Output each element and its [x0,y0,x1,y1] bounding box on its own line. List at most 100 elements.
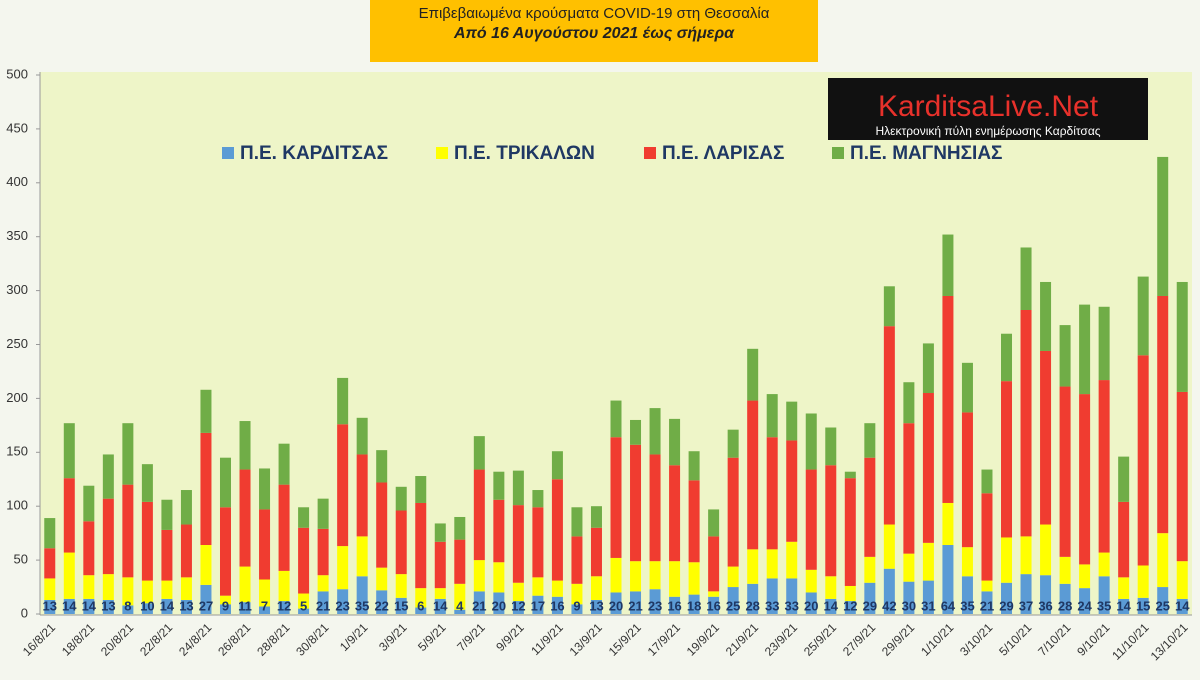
title-box [370,0,818,62]
bar-segment [786,541,798,579]
bar-segment [1001,333,1013,382]
data-label: 17 [531,598,545,613]
bar-segment [63,598,75,614]
bar-segment [571,536,583,584]
bar-segment [219,507,231,596]
bar-segment [610,592,622,614]
bar-segment [1001,381,1013,538]
bar-segment [356,454,368,537]
bar-segment [454,583,466,610]
bar-segment [434,523,446,542]
data-label: 35 [1097,598,1111,613]
bar-segment [551,451,563,480]
bar-segment [259,606,271,614]
bar-segment [669,418,681,466]
bar-segment [1176,598,1188,614]
bar-segment [395,574,407,598]
bar-segment [708,591,720,597]
bar-segment [239,469,251,567]
bar-segment [298,527,310,594]
legend-label: Π.Ε. ΤΡΙΚΑΛΩΝ [454,143,595,164]
data-label: 21 [628,598,642,613]
bar-segment [63,478,75,553]
data-label: 16 [550,598,564,613]
bar-segment [395,597,407,614]
bar-segment [161,499,173,530]
bar-segment [669,561,681,597]
bar-segment [708,596,720,614]
legend-swatch [436,147,448,159]
bar-segment [1118,577,1130,599]
data-label: 7 [261,598,268,613]
bar-segment [493,471,505,500]
bar-segment [903,581,915,614]
bar-segment [356,417,368,455]
y-tick-label: 0 [21,605,28,620]
bar-segment [1118,456,1130,502]
bar-segment [219,604,231,614]
bar-segment [688,451,700,481]
bar-segment [376,590,388,614]
data-label: 64 [941,598,956,613]
bar-segment [903,553,915,582]
data-label: 14 [824,598,839,613]
data-label: 37 [1019,598,1033,613]
bar-segment [766,437,778,550]
bar-segment [161,580,173,599]
bar-segment [1137,355,1149,566]
bar-segment [493,562,505,593]
bar-segment [454,609,466,614]
bar-segment [1079,588,1091,614]
bar-segment [1059,583,1071,614]
bar-segment [903,382,915,424]
data-label: 33 [784,598,798,613]
data-label: 27 [199,598,213,613]
bar-segment [883,524,895,569]
bar-segment [961,362,973,413]
data-label: 42 [882,598,896,613]
bar-segment [610,400,622,438]
bar-segment [102,599,114,614]
bar-segment [239,566,251,603]
bar-segment [454,516,466,540]
bar-segment [864,457,876,557]
bar-segment [864,423,876,458]
bar-segment [161,529,173,581]
bar-segment [83,485,95,522]
bar-segment [83,521,95,576]
bar-segment [83,575,95,599]
bar-segment [141,603,153,614]
bar-segment [630,419,642,445]
bar-segment [512,470,524,506]
bar-segment [727,457,739,567]
bar-segment [883,286,895,327]
bar-segment [317,591,329,614]
bar-segment [590,599,602,614]
bar-segment [1020,310,1032,537]
data-label: 13 [43,598,57,613]
chart-subtitle: Από 16 Αυγούστου 2021 έως σήμερα [453,25,735,42]
bar-segment [376,450,388,483]
bar-segment [1118,598,1130,614]
bar-segment [590,506,602,528]
bar-segment [1157,156,1169,296]
bar-segment [708,509,720,537]
y-tick-label: 400 [6,174,28,189]
bar-segment [825,576,837,599]
bar-segment [1079,564,1091,589]
bar-segment [844,585,856,602]
bar-segment [434,588,446,599]
bar-segment [1176,561,1188,599]
bar-segment [44,518,56,549]
bar-segment [649,561,661,590]
y-tick-label: 100 [6,498,28,513]
bar-segment [805,469,817,570]
data-label: 22 [374,598,388,613]
bar-segment [278,443,290,485]
bar-segment [337,546,349,590]
bar-segment [942,545,954,614]
bar-segment [747,583,759,614]
bar-segment [590,527,602,577]
logo-box [828,78,1148,140]
bar-segment [512,505,524,583]
